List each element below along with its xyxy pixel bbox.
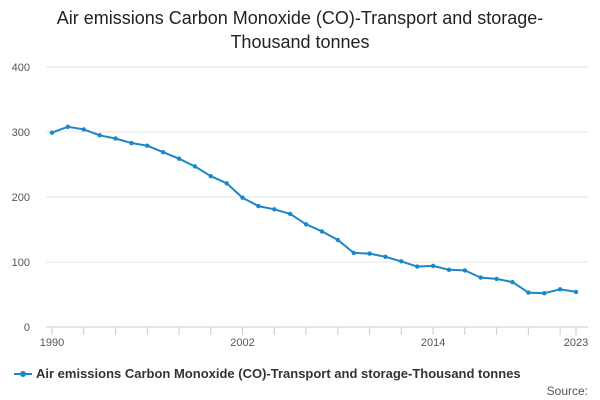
data-point	[49, 130, 55, 135]
x-axis	[46, 326, 588, 335]
data-point	[287, 211, 293, 217]
data-point	[478, 275, 483, 280]
x-tick-label: 1990	[40, 337, 64, 349]
data-point	[430, 263, 436, 269]
chart-title-line-1: Air emissions Carbon Monoxide (CO)-Trans…	[56, 8, 544, 28]
data-point	[557, 287, 563, 292]
data-point	[81, 127, 86, 132]
data-point	[176, 156, 182, 161]
y-axis-tick-labels: 0 100 200 300 400	[12, 62, 30, 334]
data-point	[494, 276, 499, 282]
data-point	[510, 279, 515, 285]
data-point	[526, 290, 531, 295]
data-point	[65, 124, 71, 129]
data-point	[240, 195, 245, 200]
data-point	[113, 136, 118, 141]
series-line	[51, 125, 577, 295]
data-point	[399, 259, 404, 264]
series-co-transport	[49, 124, 579, 296]
y-tick-label: 200	[12, 192, 30, 204]
data-point	[367, 251, 372, 256]
y-tick-label: 300	[12, 127, 30, 139]
data-point	[160, 149, 166, 155]
data-point	[319, 229, 325, 234]
source-label: Source:	[546, 384, 588, 398]
data-point	[573, 289, 579, 295]
data-point	[224, 181, 229, 186]
x-axis-tick-labels: 1990 2002 2014 2023	[40, 337, 588, 349]
x-tick-label: 2014	[421, 337, 445, 349]
data-point	[272, 207, 277, 212]
data-point	[303, 222, 309, 227]
x-tick-label: 2002	[230, 337, 254, 349]
data-point	[383, 254, 388, 259]
y-tick-label: 400	[12, 62, 30, 74]
y-tick-label: 100	[12, 257, 30, 269]
data-point	[335, 237, 341, 243]
data-point	[208, 174, 213, 179]
y-tick-label: 0	[24, 322, 30, 334]
legend-swatch-icon	[14, 369, 32, 379]
data-point	[97, 133, 102, 138]
chart-title-line-2: Thousand tonnes	[230, 32, 370, 52]
data-point	[351, 250, 356, 256]
x-tick-label: 2023	[564, 337, 588, 349]
data-point	[256, 203, 261, 209]
data-point	[415, 264, 420, 269]
legend-label: Air emissions Carbon Monoxide (CO)-Trans…	[36, 366, 521, 381]
data-point	[145, 143, 150, 148]
grid-lines	[46, 66, 588, 263]
data-point	[462, 268, 468, 273]
data-point	[192, 164, 198, 169]
data-point	[446, 267, 452, 272]
data-point	[542, 291, 547, 296]
legend[interactable]: Air emissions Carbon Monoxide (CO)-Trans…	[14, 366, 521, 381]
chart-title: Air emissions Carbon Monoxide (CO)-Trans…	[0, 6, 600, 54]
data-point	[129, 140, 134, 146]
